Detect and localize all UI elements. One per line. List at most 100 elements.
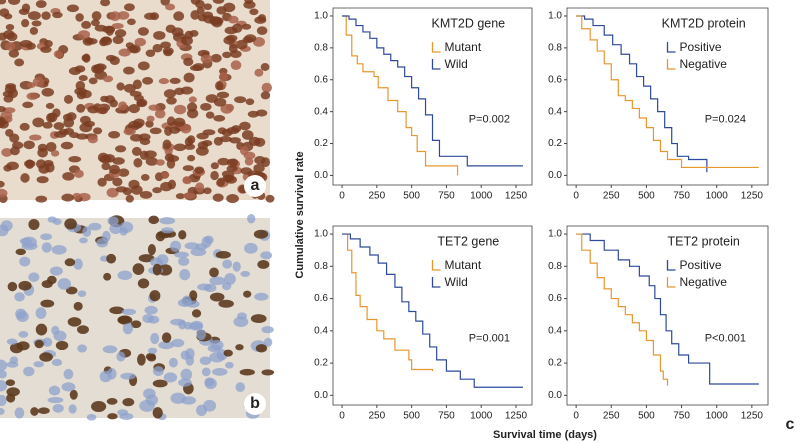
y-tick-label: 0.6	[548, 74, 562, 85]
nucleus	[20, 173, 30, 183]
nucleus	[190, 65, 203, 72]
cell	[122, 397, 135, 407]
nucleus	[230, 60, 242, 71]
cell	[156, 254, 169, 266]
legend-label: Wild	[445, 275, 468, 289]
legend-marker	[431, 277, 441, 288]
nucleus	[184, 137, 194, 147]
micrograph-b	[0, 214, 275, 421]
cell	[236, 312, 247, 320]
cell	[47, 275, 57, 285]
nucleus	[129, 90, 142, 97]
cell	[65, 286, 78, 295]
cell	[77, 344, 88, 353]
x-tick-label: 250	[603, 411, 620, 422]
cell	[40, 233, 53, 241]
cell	[137, 278, 150, 289]
cell	[149, 290, 161, 302]
y-tick-label: 1.0	[548, 11, 562, 22]
nucleus	[212, 0, 225, 4]
nucleus	[220, 103, 234, 114]
cell	[109, 223, 122, 235]
cell	[150, 332, 160, 345]
nucleus	[32, 77, 45, 87]
nucleus	[21, 19, 30, 28]
nucleus	[226, 165, 238, 172]
x-tick-label: 0	[573, 191, 579, 202]
cell	[196, 329, 206, 341]
x-tick-label: 1250	[505, 191, 528, 202]
x-tick-label: 500	[403, 191, 420, 202]
nucleus	[221, 170, 235, 178]
cell	[0, 370, 7, 379]
cell	[40, 299, 55, 308]
cell	[144, 305, 158, 315]
nucleus	[203, 187, 212, 195]
nucleus	[54, 131, 67, 138]
nucleus	[77, 30, 91, 39]
nucleus	[224, 175, 233, 183]
nucleus	[212, 193, 224, 202]
nucleus	[148, 104, 160, 111]
y-tick-label: 0.6	[548, 293, 562, 304]
y-tick-label: 0.8	[548, 43, 562, 54]
cell	[163, 372, 178, 383]
x-tick-label: 250	[368, 191, 385, 202]
y-axis-label: Cumulative survival rate	[294, 151, 306, 278]
nucleus	[216, 177, 225, 187]
nucleus	[180, 86, 194, 95]
cell	[212, 367, 228, 376]
cell	[7, 281, 18, 292]
nucleus	[160, 181, 173, 192]
nucleus	[75, 13, 84, 22]
cell	[30, 407, 39, 416]
nucleus	[66, 112, 77, 121]
nucleus	[36, 176, 49, 184]
nucleus	[226, 194, 239, 204]
nucleus	[44, 40, 53, 48]
nucleus	[163, 89, 176, 99]
nucleus	[235, 39, 248, 50]
nucleus	[182, 177, 192, 185]
cell	[6, 338, 18, 345]
nucleus	[223, 2, 236, 13]
nucleus	[61, 193, 75, 202]
nucleus	[139, 137, 151, 146]
nucleus	[40, 46, 52, 53]
legend-label: Negative	[680, 57, 728, 71]
cell	[51, 325, 60, 335]
cell	[235, 382, 246, 392]
cell	[99, 370, 112, 383]
cell	[239, 368, 255, 376]
x-tick-label: 750	[673, 191, 690, 202]
nucleus	[241, 130, 254, 140]
cell	[197, 283, 212, 291]
nucleus	[62, 171, 75, 181]
nucleus	[74, 65, 86, 73]
cell	[201, 367, 211, 377]
nucleus	[219, 135, 232, 143]
nucleus	[183, 57, 194, 67]
cell	[39, 352, 53, 362]
cell	[15, 248, 27, 256]
nucleus	[14, 58, 25, 67]
x-tick-label: 500	[638, 411, 655, 422]
nucleus	[149, 127, 162, 135]
micrograph-a	[0, 0, 275, 204]
nucleus	[189, 29, 199, 37]
cell	[9, 342, 24, 354]
nucleus	[169, 77, 181, 85]
nucleus	[87, 135, 98, 144]
cell	[106, 253, 117, 264]
nucleus	[155, 159, 165, 166]
cell	[103, 272, 112, 281]
panel-label: b	[250, 395, 260, 412]
legend-marker	[431, 59, 441, 70]
cell	[121, 308, 137, 316]
nucleus	[26, 92, 39, 100]
cell	[160, 227, 174, 234]
survival-curve	[576, 233, 669, 386]
nucleus	[123, 83, 136, 93]
nucleus	[123, 66, 135, 75]
cell	[64, 258, 76, 267]
